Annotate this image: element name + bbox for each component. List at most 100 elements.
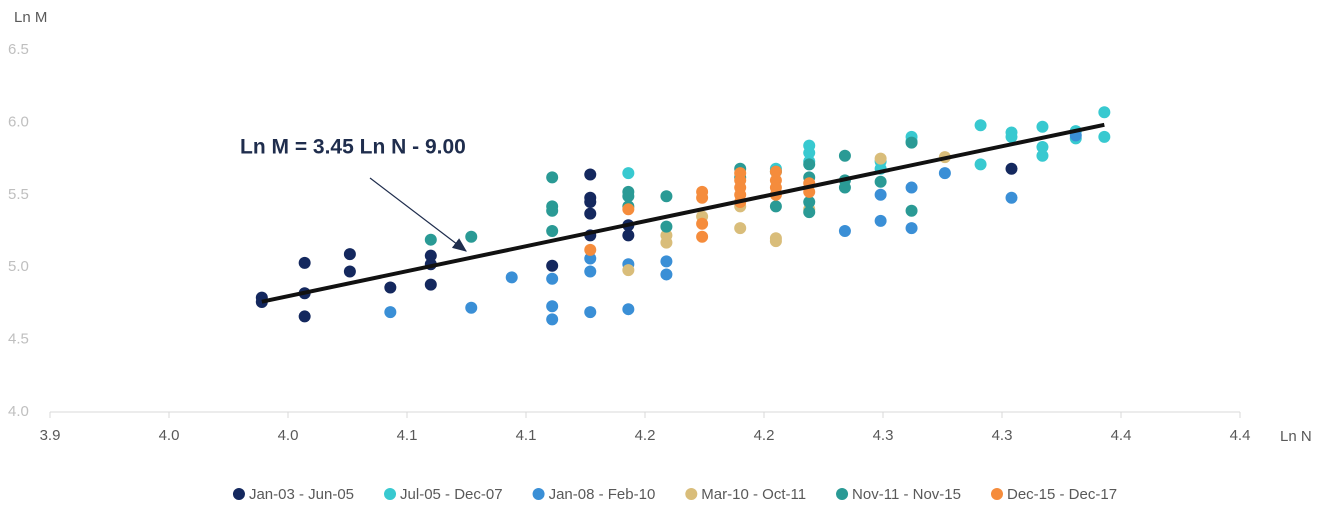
point bbox=[584, 168, 597, 181]
point bbox=[622, 229, 635, 242]
point bbox=[465, 230, 478, 243]
point bbox=[546, 300, 559, 313]
point bbox=[622, 264, 635, 277]
point bbox=[1036, 149, 1049, 162]
x-tick-label: 3.9 bbox=[40, 427, 61, 444]
point bbox=[505, 271, 518, 284]
point bbox=[769, 200, 782, 213]
point bbox=[660, 220, 673, 233]
legend: Jan-03 - Jun-05 Jul-05 - Dec-07 Jan-08 - F… bbox=[232, 486, 1117, 503]
point bbox=[803, 196, 816, 209]
legend-marker bbox=[532, 488, 545, 500]
x-tick-label: 4.1 bbox=[397, 427, 418, 444]
point bbox=[974, 119, 987, 132]
point bbox=[974, 158, 987, 171]
point bbox=[622, 303, 635, 316]
x-axis-label: Ln N bbox=[1280, 428, 1312, 445]
point bbox=[622, 203, 635, 216]
point bbox=[298, 256, 311, 269]
point bbox=[905, 136, 918, 149]
x-tick-label: 4.0 bbox=[159, 427, 180, 444]
point bbox=[660, 229, 673, 242]
point bbox=[905, 204, 918, 217]
point bbox=[384, 306, 397, 319]
point bbox=[255, 295, 268, 308]
x-tick-label: 4.2 bbox=[754, 427, 775, 444]
x-tick-label: 4.1 bbox=[516, 427, 537, 444]
point bbox=[1005, 162, 1018, 175]
legend-label: Mar-10 - Oct-11 bbox=[701, 486, 806, 503]
point bbox=[769, 165, 782, 178]
point bbox=[424, 249, 437, 262]
point bbox=[696, 191, 709, 204]
x-tick-label: 4.2 bbox=[635, 427, 656, 444]
point bbox=[424, 233, 437, 246]
legend-marker bbox=[990, 488, 1003, 500]
point bbox=[1036, 141, 1049, 154]
legend-marker bbox=[232, 488, 245, 500]
x-tick-label: 4.0 bbox=[278, 427, 299, 444]
point bbox=[803, 206, 816, 219]
point bbox=[803, 146, 816, 159]
trend-equation: Ln M = 3.45 Ln N - 9.00 bbox=[240, 136, 466, 159]
point bbox=[584, 252, 597, 265]
x-tick-label: 4.3 bbox=[873, 427, 894, 444]
point bbox=[298, 310, 311, 323]
legend-label: Jan-03 - Jun-05 bbox=[249, 486, 354, 503]
point bbox=[769, 235, 782, 248]
point bbox=[696, 230, 709, 243]
y-tick-label: 6.5 bbox=[8, 41, 29, 58]
point bbox=[838, 149, 851, 162]
point bbox=[938, 167, 951, 180]
y-tick-label: 5.5 bbox=[8, 186, 29, 203]
point bbox=[660, 268, 673, 281]
point bbox=[546, 225, 559, 237]
point bbox=[584, 243, 597, 256]
point bbox=[734, 222, 747, 235]
x-tick-label: 4.4 bbox=[1111, 427, 1132, 444]
legend-label: Jul-05 - Dec-07 bbox=[400, 486, 503, 503]
annotation-arrow bbox=[369, 177, 467, 252]
point bbox=[838, 181, 851, 194]
point bbox=[584, 265, 597, 278]
point bbox=[546, 313, 559, 326]
point bbox=[905, 181, 918, 194]
legend-marker bbox=[384, 488, 397, 500]
x-tick-label: 4.4 bbox=[1230, 427, 1251, 444]
point bbox=[343, 248, 356, 261]
point bbox=[696, 217, 709, 230]
point bbox=[905, 222, 918, 235]
y-tick-label: 4.5 bbox=[8, 331, 29, 348]
point bbox=[803, 158, 816, 171]
point bbox=[660, 255, 673, 268]
point bbox=[660, 190, 673, 203]
point bbox=[874, 214, 887, 227]
y-tick-label: 6.0 bbox=[8, 113, 29, 130]
point bbox=[622, 167, 635, 180]
point bbox=[546, 204, 559, 217]
legend-marker bbox=[685, 488, 698, 500]
trend-line bbox=[261, 122, 1105, 304]
point bbox=[1098, 130, 1111, 143]
point bbox=[546, 272, 559, 285]
point bbox=[424, 278, 437, 291]
y-tick-label: 5.0 bbox=[8, 258, 29, 275]
legend-label: Jan-08 - Feb-10 bbox=[549, 486, 656, 503]
point bbox=[343, 265, 356, 278]
x-tick-label: 4.3 bbox=[992, 427, 1013, 444]
point bbox=[546, 171, 559, 184]
point bbox=[584, 306, 597, 319]
point bbox=[838, 225, 851, 237]
point bbox=[874, 188, 887, 201]
point bbox=[1098, 106, 1111, 119]
legend-label: Nov-11 - Nov-15 bbox=[852, 486, 961, 503]
point bbox=[622, 190, 635, 203]
point bbox=[874, 152, 887, 165]
y-axis-label: Ln M bbox=[14, 9, 47, 26]
point bbox=[584, 196, 597, 209]
point bbox=[384, 281, 397, 294]
point bbox=[546, 259, 559, 272]
point bbox=[1005, 130, 1018, 143]
y-tick-label: 4.0 bbox=[8, 403, 29, 420]
